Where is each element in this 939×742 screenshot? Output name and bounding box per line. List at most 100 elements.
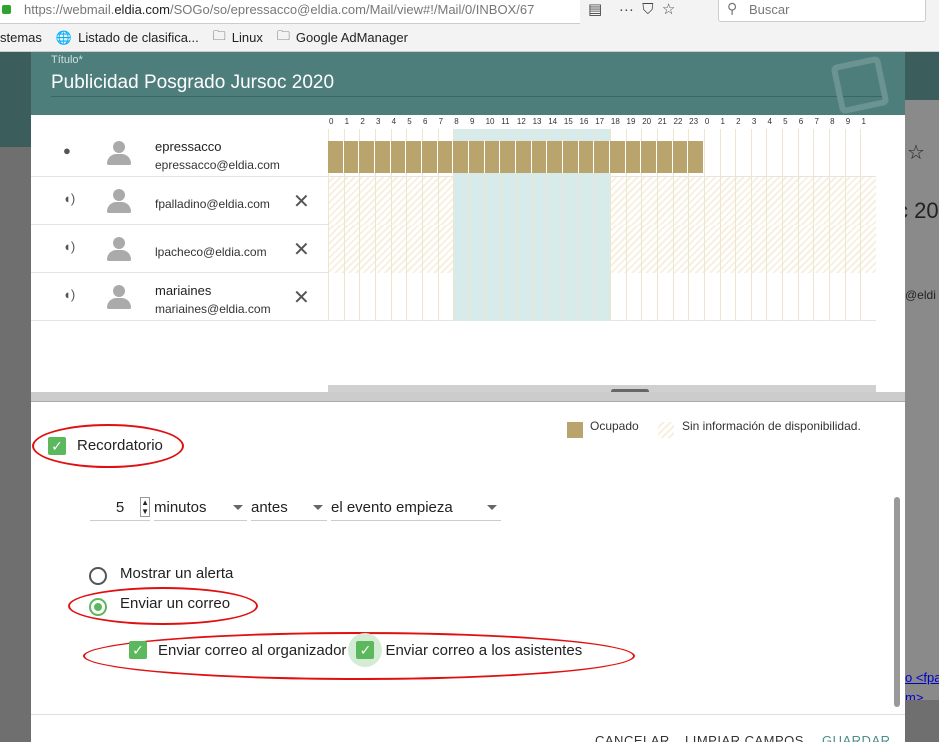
cancel-button[interactable]: CANCELAR <box>595 733 670 742</box>
bookmark[interactable]: Google AdManager <box>295 30 408 45</box>
hour-cell <box>797 177 814 225</box>
reset-button[interactable]: LIMPIAR CAMPOS <box>685 733 804 742</box>
hour-cell <box>625 177 642 225</box>
organizer-checkbox[interactable]: ✓ <box>129 641 147 659</box>
hour-cell <box>813 225 829 273</box>
attendees-checkbox[interactable]: ✓ <box>356 641 375 659</box>
hour-cell <box>766 273 782 321</box>
hour-cell <box>782 273 798 321</box>
reminder-value-stepper[interactable]: 5 ▲ ▼ <box>90 495 150 521</box>
hour-tick: 1 <box>861 117 866 126</box>
hour-cell <box>656 177 673 225</box>
attendee-row: ◖) mariaines mariaines@eldia.com ✕ <box>31 273 876 321</box>
event-select[interactable]: el evento empieza <box>331 495 501 521</box>
hour-cell <box>782 129 798 177</box>
bookmark[interactable]: Listado de clasifica... <box>78 30 199 45</box>
hour-cell <box>374 177 391 225</box>
hour-tick: 19 <box>626 117 636 126</box>
speaker-icon[interactable]: ◖) <box>63 239 76 254</box>
hour-cell <box>484 273 501 321</box>
hour-cell <box>719 129 736 177</box>
attendee-row: ◖) fpalladino@eldia.com ✕ <box>31 177 876 225</box>
relation-select[interactable]: antes <box>251 495 327 521</box>
bookmark[interactable]: stemas <box>0 30 42 45</box>
hour-cell <box>672 177 689 225</box>
speaker-icon[interactable]: ◖) <box>63 287 76 302</box>
title-field[interactable]: Publicidad Posgrado Jursoc 2020 <box>51 72 335 93</box>
hour-cell <box>406 273 422 321</box>
hour-cell <box>813 177 829 225</box>
busy-block <box>453 141 469 173</box>
hour-cell <box>328 225 344 273</box>
email-radio[interactable] <box>89 598 107 616</box>
busy-block <box>500 141 516 173</box>
bookmark[interactable]: Linux <box>231 30 263 45</box>
hour-tick: 0 <box>704 117 710 126</box>
vertical-scrollbar[interactable] <box>894 497 900 707</box>
pocket-icon[interactable]: ⛉ <box>642 1 654 18</box>
attendee-email: fpalladino@eldia.com <box>155 197 270 211</box>
busy-block <box>672 141 689 173</box>
speaker-icon[interactable]: ◖) <box>63 191 76 206</box>
hour-cell <box>578 177 595 225</box>
hour-cell <box>515 177 532 225</box>
more-icon[interactable]: ··· <box>618 1 634 18</box>
lock-icon <box>2 5 11 14</box>
search-input[interactable]: ⚲ Buscar <box>718 0 926 22</box>
freebusy-grid: 0 1 2 3 4 5 6 7 8 9 10 11 12 13 14 15 16 17 18 19 20 21 22 23 0 1… <box>31 115 905 438</box>
hour-cell <box>515 273 532 321</box>
hour-cell <box>641 273 657 321</box>
availability-grid <box>328 225 876 273</box>
hour-cell <box>359 177 375 225</box>
hour-cell <box>453 225 469 273</box>
remove-attendee-button[interactable]: ✕ <box>293 239 310 261</box>
hour-cell <box>782 225 798 273</box>
hour-cell <box>719 177 736 225</box>
event-dialog: Título* Publicidad Posgrado Jursoc 2020 … <box>31 52 905 742</box>
hour-cell <box>750 225 767 273</box>
stepper-arrows-icon[interactable]: ▲ ▼ <box>140 497 150 517</box>
hour-cell <box>688 225 704 273</box>
hour-tick: 17 <box>595 117 605 126</box>
busy-block <box>641 141 657 173</box>
busy-block <box>328 141 344 173</box>
remove-attendee-button[interactable]: ✕ <box>293 287 310 309</box>
reader-icon[interactable]: ▤ <box>588 1 603 18</box>
person-icon[interactable]: ● <box>63 143 71 158</box>
hour-cell <box>609 225 626 273</box>
alert-radio[interactable] <box>89 567 107 585</box>
hour-tick: 4 <box>767 117 772 126</box>
reminder-checkbox[interactable]: ✓ <box>48 437 66 455</box>
hour-cell <box>453 273 469 321</box>
hour-cell <box>359 273 375 321</box>
hour-cell <box>343 177 360 225</box>
hour-cell <box>406 177 422 225</box>
star-icon[interactable]: ☆ <box>661 1 676 18</box>
scroll-thumb[interactable] <box>611 389 649 394</box>
hour-cell <box>594 273 610 321</box>
hour-tick: 9 <box>845 117 851 126</box>
hour-cell <box>750 129 767 177</box>
search-icon: ⚲ <box>727 0 738 16</box>
url-bar[interactable]: https://webmail.eldia.com/SOGo/so/epress… <box>0 0 580 24</box>
hour-cell <box>578 273 595 321</box>
busy-block <box>406 141 422 173</box>
avatar <box>107 189 131 213</box>
hour-cell <box>500 177 516 225</box>
hour-cell <box>468 225 485 273</box>
hour-cell <box>844 273 861 321</box>
remove-attendee-button[interactable]: ✕ <box>293 191 310 213</box>
hour-cell <box>609 177 626 225</box>
hour-cell <box>703 273 720 321</box>
hour-cell <box>829 129 845 177</box>
hour-cell <box>672 225 689 273</box>
hour-cell <box>703 177 720 225</box>
dialog-footer: CANCELAR LIMPIAR CAMPOS GUARDAR <box>31 714 905 742</box>
save-button[interactable]: GUARDAR <box>822 733 891 742</box>
hour-cell <box>437 177 454 225</box>
hour-tick: 6 <box>798 117 804 126</box>
hour-cell <box>860 225 876 273</box>
unit-select[interactable]: minutos <box>154 495 247 521</box>
chevron-down-icon <box>313 505 323 510</box>
hour-cell <box>735 225 751 273</box>
